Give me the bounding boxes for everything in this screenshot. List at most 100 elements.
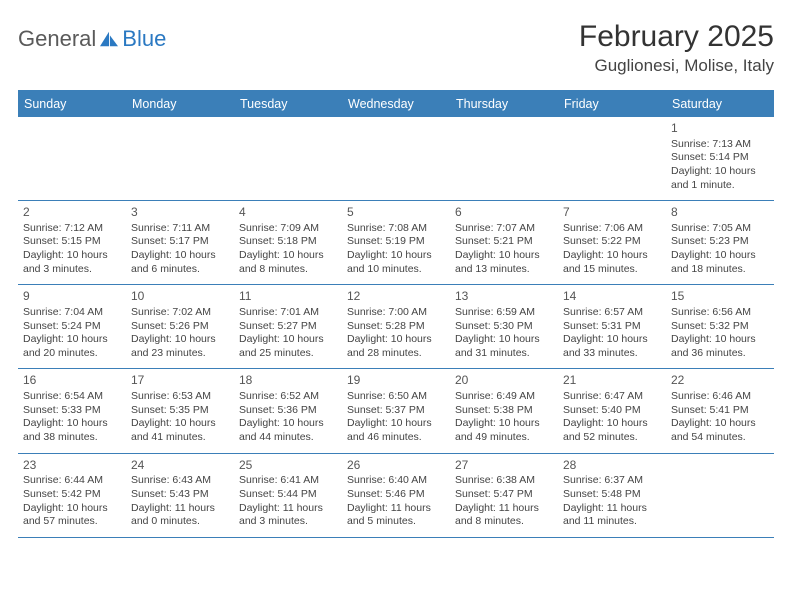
day-detail: Daylight: 10 hours and 1 minute.	[671, 165, 769, 192]
day-detail: Sunset: 5:32 PM	[671, 320, 769, 334]
calendar-cell: 16Sunrise: 6:54 AMSunset: 5:33 PMDayligh…	[18, 369, 126, 452]
day-detail: Sunset: 5:23 PM	[671, 235, 769, 249]
day-number: 13	[455, 289, 553, 305]
day-detail: Sunset: 5:22 PM	[563, 235, 661, 249]
day-number: 27	[455, 458, 553, 474]
day-detail: Daylight: 10 hours and 13 minutes.	[455, 249, 553, 276]
day-number: 17	[131, 373, 229, 389]
day-detail: Sunset: 5:19 PM	[347, 235, 445, 249]
day-detail: Sunset: 5:46 PM	[347, 488, 445, 502]
calendar-cell: 20Sunrise: 6:49 AMSunset: 5:38 PMDayligh…	[450, 369, 558, 452]
calendar-cell: 18Sunrise: 6:52 AMSunset: 5:36 PMDayligh…	[234, 369, 342, 452]
day-number: 16	[23, 373, 121, 389]
day-header: Saturday	[666, 91, 774, 117]
day-detail: Sunrise: 7:12 AM	[23, 222, 121, 236]
day-number: 1	[671, 121, 769, 137]
day-detail: Sunset: 5:15 PM	[23, 235, 121, 249]
day-number: 4	[239, 205, 337, 221]
day-detail: Sunrise: 7:11 AM	[131, 222, 229, 236]
calendar-cell: 13Sunrise: 6:59 AMSunset: 5:30 PMDayligh…	[450, 285, 558, 368]
page-title: February 2025	[579, 20, 774, 54]
day-detail: Daylight: 10 hours and 6 minutes.	[131, 249, 229, 276]
calendar-cell: 5Sunrise: 7:08 AMSunset: 5:19 PMDaylight…	[342, 201, 450, 284]
day-detail: Sunset: 5:17 PM	[131, 235, 229, 249]
calendar-cell: 3Sunrise: 7:11 AMSunset: 5:17 PMDaylight…	[126, 201, 234, 284]
day-detail: Daylight: 11 hours and 8 minutes.	[455, 502, 553, 529]
calendar-cell: 7Sunrise: 7:06 AMSunset: 5:22 PMDaylight…	[558, 201, 666, 284]
calendar-cell	[666, 454, 774, 537]
calendar-cell: 9Sunrise: 7:04 AMSunset: 5:24 PMDaylight…	[18, 285, 126, 368]
day-number: 2	[23, 205, 121, 221]
day-header: Wednesday	[342, 91, 450, 117]
day-detail: Sunrise: 7:00 AM	[347, 306, 445, 320]
day-number: 25	[239, 458, 337, 474]
calendar-cell	[342, 117, 450, 200]
day-detail: Sunset: 5:35 PM	[131, 404, 229, 418]
day-detail: Sunrise: 7:01 AM	[239, 306, 337, 320]
location: Guglionesi, Molise, Italy	[579, 56, 774, 76]
calendar-week: 23Sunrise: 6:44 AMSunset: 5:42 PMDayligh…	[18, 454, 774, 538]
calendar-cell: 19Sunrise: 6:50 AMSunset: 5:37 PMDayligh…	[342, 369, 450, 452]
day-number: 24	[131, 458, 229, 474]
day-detail: Sunset: 5:33 PM	[23, 404, 121, 418]
calendar-cell: 1Sunrise: 7:13 AMSunset: 5:14 PMDaylight…	[666, 117, 774, 200]
day-detail: Sunrise: 6:49 AM	[455, 390, 553, 404]
calendar-cell	[126, 117, 234, 200]
day-number: 14	[563, 289, 661, 305]
day-detail: Sunrise: 7:13 AM	[671, 138, 769, 152]
day-detail: Sunset: 5:37 PM	[347, 404, 445, 418]
calendar-cell: 15Sunrise: 6:56 AMSunset: 5:32 PMDayligh…	[666, 285, 774, 368]
sail-icon	[98, 30, 120, 48]
calendar-week: 2Sunrise: 7:12 AMSunset: 5:15 PMDaylight…	[18, 201, 774, 285]
day-detail: Sunset: 5:26 PM	[131, 320, 229, 334]
day-detail: Sunrise: 7:09 AM	[239, 222, 337, 236]
day-header: Monday	[126, 91, 234, 117]
day-detail: Daylight: 10 hours and 36 minutes.	[671, 333, 769, 360]
day-detail: Sunrise: 6:53 AM	[131, 390, 229, 404]
day-detail: Sunset: 5:44 PM	[239, 488, 337, 502]
day-detail: Sunrise: 7:07 AM	[455, 222, 553, 236]
day-number: 12	[347, 289, 445, 305]
day-detail: Sunrise: 7:08 AM	[347, 222, 445, 236]
calendar-cell: 2Sunrise: 7:12 AMSunset: 5:15 PMDaylight…	[18, 201, 126, 284]
day-header: Thursday	[450, 91, 558, 117]
calendar-cell	[450, 117, 558, 200]
calendar-cell: 12Sunrise: 7:00 AMSunset: 5:28 PMDayligh…	[342, 285, 450, 368]
day-detail: Daylight: 10 hours and 31 minutes.	[455, 333, 553, 360]
day-detail: Daylight: 10 hours and 25 minutes.	[239, 333, 337, 360]
day-number: 23	[23, 458, 121, 474]
day-header: Tuesday	[234, 91, 342, 117]
day-header: Friday	[558, 91, 666, 117]
day-detail: Sunset: 5:27 PM	[239, 320, 337, 334]
day-detail: Sunset: 5:47 PM	[455, 488, 553, 502]
day-detail: Daylight: 10 hours and 28 minutes.	[347, 333, 445, 360]
calendar-cell	[234, 117, 342, 200]
calendar-cell: 21Sunrise: 6:47 AMSunset: 5:40 PMDayligh…	[558, 369, 666, 452]
calendar-cell: 10Sunrise: 7:02 AMSunset: 5:26 PMDayligh…	[126, 285, 234, 368]
day-number: 20	[455, 373, 553, 389]
day-detail: Sunset: 5:36 PM	[239, 404, 337, 418]
calendar-cell: 14Sunrise: 6:57 AMSunset: 5:31 PMDayligh…	[558, 285, 666, 368]
day-detail: Daylight: 11 hours and 0 minutes.	[131, 502, 229, 529]
calendar-cell: 6Sunrise: 7:07 AMSunset: 5:21 PMDaylight…	[450, 201, 558, 284]
day-detail: Sunset: 5:31 PM	[563, 320, 661, 334]
day-detail: Daylight: 10 hours and 3 minutes.	[23, 249, 121, 276]
logo: General Blue	[18, 20, 166, 52]
day-detail: Sunset: 5:28 PM	[347, 320, 445, 334]
title-block: February 2025 Guglionesi, Molise, Italy	[579, 20, 774, 76]
day-detail: Daylight: 10 hours and 46 minutes.	[347, 417, 445, 444]
day-number: 11	[239, 289, 337, 305]
day-detail: Sunrise: 6:57 AM	[563, 306, 661, 320]
weeks-container: 1Sunrise: 7:13 AMSunset: 5:14 PMDaylight…	[18, 117, 774, 538]
calendar-week: 9Sunrise: 7:04 AMSunset: 5:24 PMDaylight…	[18, 285, 774, 369]
logo-text-1: General	[18, 26, 96, 52]
day-detail: Sunrise: 7:02 AM	[131, 306, 229, 320]
day-detail: Sunrise: 6:40 AM	[347, 474, 445, 488]
day-detail: Sunrise: 6:46 AM	[671, 390, 769, 404]
calendar-week: 16Sunrise: 6:54 AMSunset: 5:33 PMDayligh…	[18, 369, 774, 453]
day-detail: Sunset: 5:14 PM	[671, 151, 769, 165]
day-detail: Sunset: 5:48 PM	[563, 488, 661, 502]
calendar: Sunday Monday Tuesday Wednesday Thursday…	[18, 90, 774, 538]
calendar-cell: 17Sunrise: 6:53 AMSunset: 5:35 PMDayligh…	[126, 369, 234, 452]
logo-text-2: Blue	[122, 26, 166, 52]
